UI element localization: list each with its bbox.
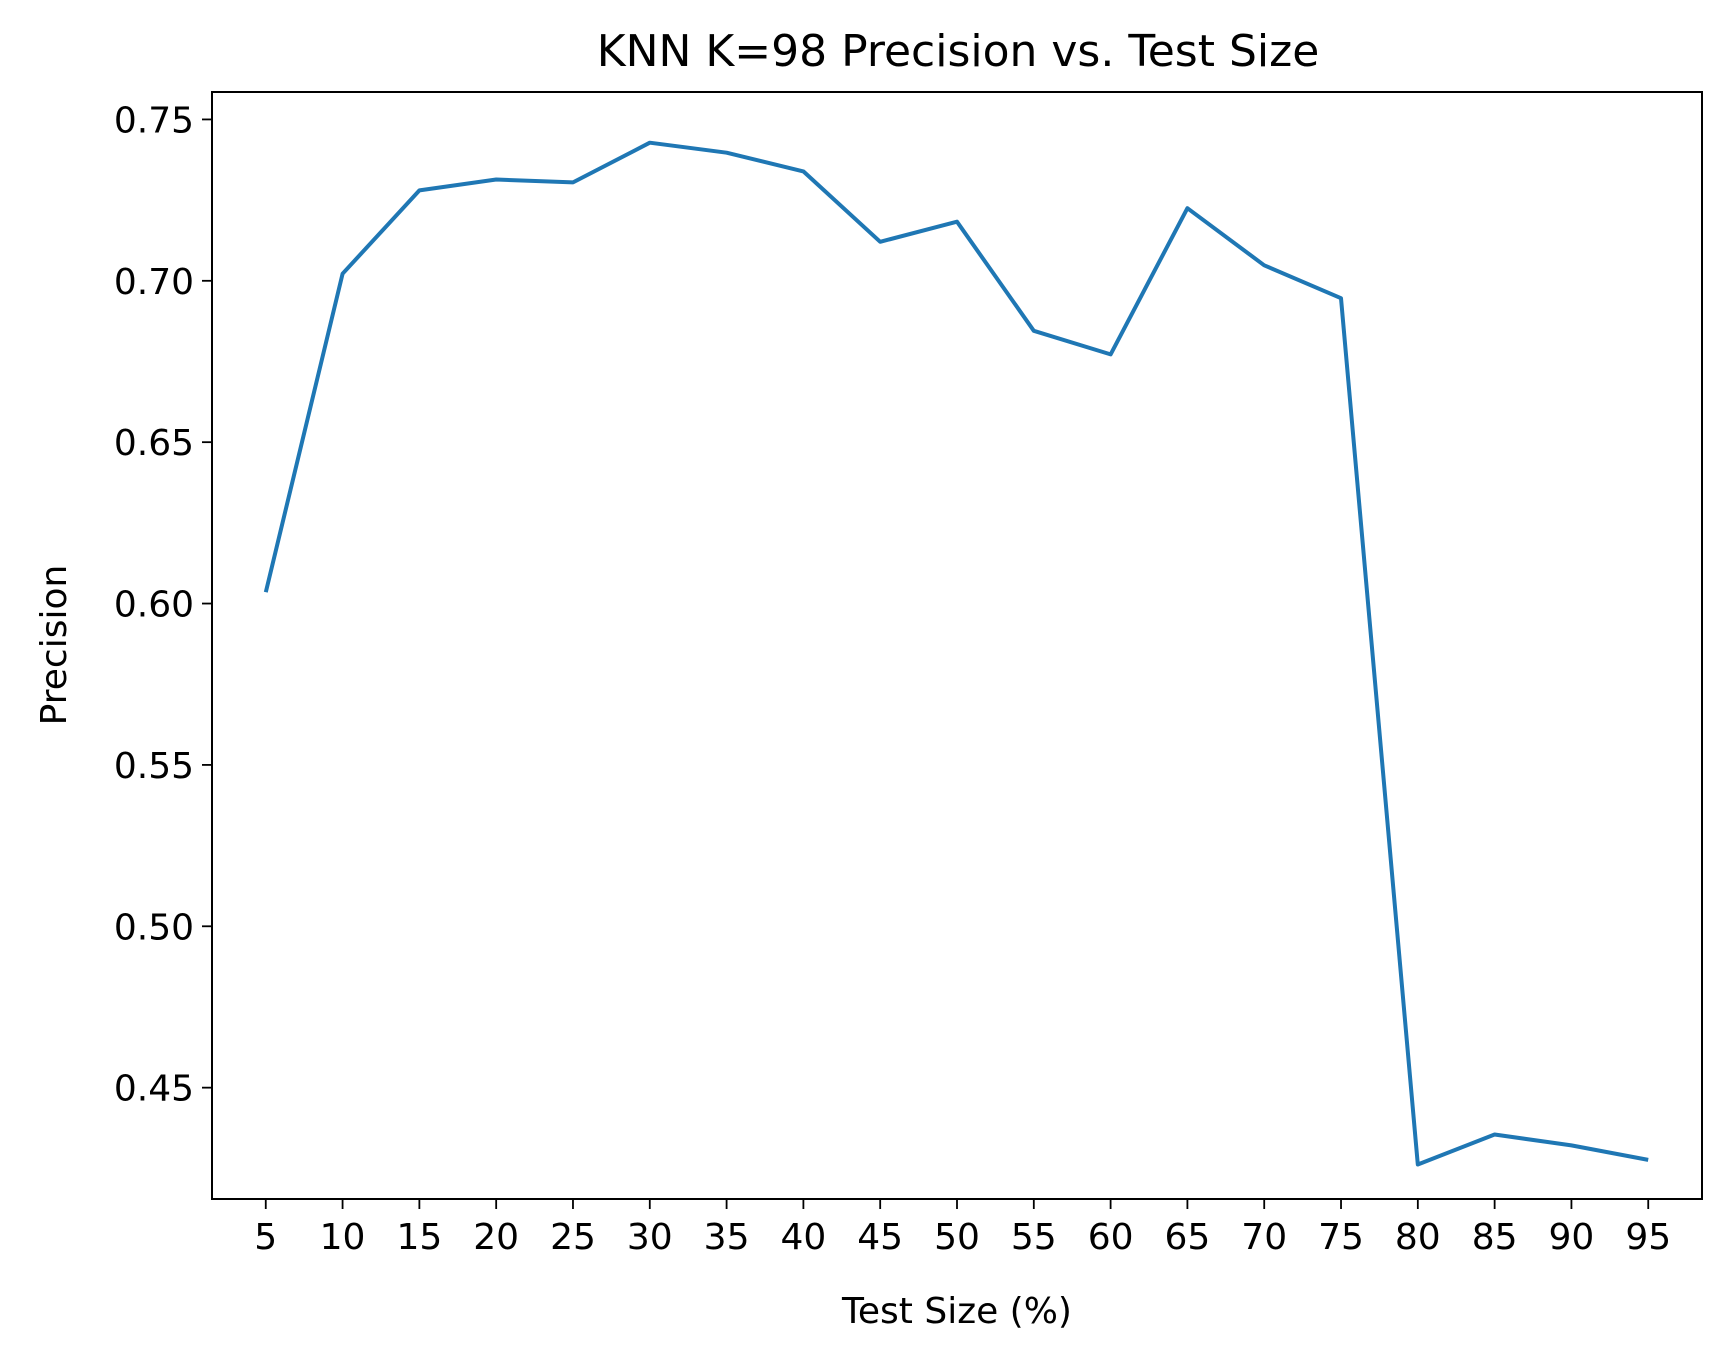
data-point — [648, 141, 652, 145]
x-tick-label: 15 — [396, 1217, 442, 1258]
data-point — [494, 178, 498, 182]
x-tick-label: 55 — [1011, 1217, 1057, 1258]
data-point — [1185, 206, 1189, 210]
x-axis-label: Test Size (%) — [841, 1291, 1072, 1332]
precision-series-line — [263, 140, 1649, 1167]
x-tick-label: 70 — [1241, 1217, 1287, 1258]
x-tick-label: 75 — [1318, 1217, 1364, 1258]
x-tick-label: 85 — [1472, 1217, 1518, 1258]
x-tick-label: 25 — [550, 1217, 596, 1258]
x-tick-label: 45 — [857, 1217, 903, 1258]
x-tick-label: 30 — [627, 1217, 673, 1258]
data-point — [1262, 263, 1266, 267]
y-tick-label: 0.55 — [114, 746, 194, 787]
x-tick-label: 40 — [780, 1217, 826, 1258]
data-point — [1109, 352, 1113, 356]
y-tick-label: 0.75 — [114, 100, 194, 141]
x-tick-label: 5 — [254, 1217, 277, 1258]
x-axis: 5 10 15 20 25 30 35 40 45 50 55 60 65 70 75 80 85 90 95 — [254, 1199, 1671, 1258]
data-point — [1493, 1133, 1497, 1137]
data-point — [1569, 1143, 1573, 1147]
data-point — [417, 188, 421, 192]
y-tick-label: 0.45 — [114, 1069, 194, 1110]
data-point — [1416, 1163, 1420, 1167]
data-point — [1339, 296, 1343, 300]
data-point — [264, 590, 268, 594]
x-tick-label: 80 — [1395, 1217, 1441, 1258]
x-tick-label: 65 — [1165, 1217, 1211, 1258]
x-tick-label: 60 — [1088, 1217, 1134, 1258]
y-axis: 0.45 0.50 0.55 0.60 0.65 0.70 0.75 — [114, 100, 212, 1110]
y-tick-label: 0.50 — [114, 907, 194, 948]
x-tick-label: 90 — [1549, 1217, 1595, 1258]
data-point — [571, 180, 575, 184]
x-tick-label: 50 — [934, 1217, 980, 1258]
x-tick-label: 95 — [1625, 1217, 1671, 1258]
data-point — [725, 151, 729, 155]
y-tick-label: 0.65 — [114, 423, 194, 464]
data-point — [1646, 1158, 1650, 1162]
x-tick-label: 35 — [704, 1217, 750, 1258]
y-axis-label: Precision — [34, 565, 75, 726]
x-tick-label: 10 — [320, 1217, 366, 1258]
data-point — [878, 240, 882, 244]
data-point — [955, 220, 959, 224]
plot-frame — [211, 91, 1703, 1200]
y-tick-label: 0.70 — [114, 262, 194, 303]
data-point — [341, 272, 345, 276]
data-point — [1032, 329, 1036, 333]
chart-title: KNN K=98 Precision vs. Test Size — [597, 26, 1320, 77]
y-tick-label: 0.60 — [114, 585, 194, 626]
x-tick-label: 20 — [473, 1217, 519, 1258]
data-point — [801, 169, 805, 173]
